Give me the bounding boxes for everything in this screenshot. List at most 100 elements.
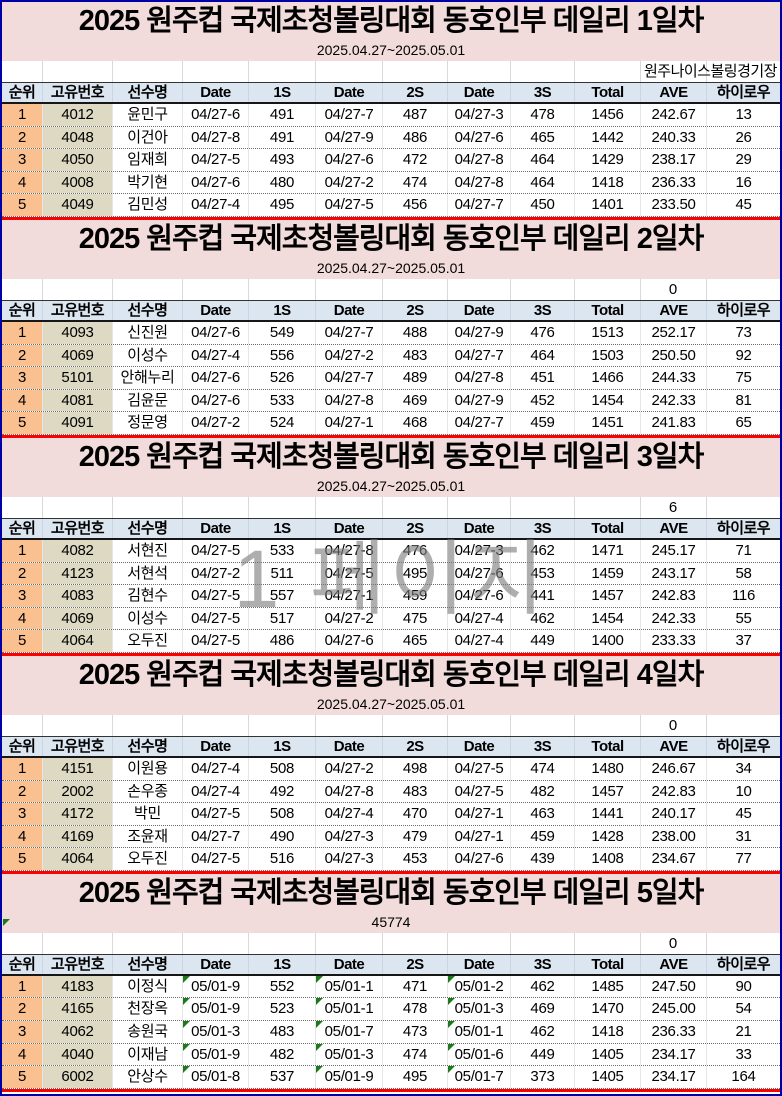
col-header-date1[interactable]: Date xyxy=(182,300,248,320)
col-header-total[interactable]: Total xyxy=(574,518,640,538)
empty-cell[interactable] xyxy=(510,932,574,954)
empty-cell[interactable] xyxy=(2,61,42,82)
cell-id[interactable]: 4050 xyxy=(42,149,112,171)
cell-1s[interactable]: 508 xyxy=(248,757,315,780)
empty-cell[interactable] xyxy=(382,496,447,518)
cell-total[interactable]: 1513 xyxy=(574,321,640,344)
col-header-date3[interactable]: Date xyxy=(447,736,510,756)
cell-highlow[interactable]: 55 xyxy=(706,607,780,630)
cell-1s[interactable]: 491 xyxy=(248,104,315,126)
cell-2s[interactable]: 475 xyxy=(382,607,447,630)
section-title[interactable]: 2025 원주컵 국제초청볼링대회 동호인부 데일리 5일차 xyxy=(2,873,780,912)
cell-date2[interactable]: 04/27-2 xyxy=(315,171,382,194)
cell-ave[interactable]: 236.33 xyxy=(640,1021,706,1043)
cell-name[interactable]: 김윤문 xyxy=(112,389,182,412)
col-header-highlow[interactable]: 하이로우 xyxy=(706,954,780,974)
col-header-date1[interactable]: Date xyxy=(182,518,248,538)
col-header-1s[interactable]: 1S xyxy=(248,954,315,974)
cell-rank[interactable]: 1 xyxy=(2,539,42,562)
col-header-2s[interactable]: 2S xyxy=(382,83,447,102)
cell-date1[interactable]: 04/27-6 xyxy=(182,389,248,412)
cell-id[interactable]: 4183 xyxy=(42,975,112,998)
col-header-id[interactable]: 고유번호 xyxy=(42,736,112,756)
cell-3s[interactable]: 465 xyxy=(510,126,574,149)
cell-highlow[interactable]: 58 xyxy=(706,562,780,585)
cell-ave[interactable]: 246.67 xyxy=(640,757,706,780)
cell-total[interactable]: 1428 xyxy=(574,825,640,848)
cell-ave[interactable]: 233.33 xyxy=(640,630,706,652)
cell-total[interactable]: 1459 xyxy=(574,562,640,585)
col-header-highlow[interactable]: 하이로우 xyxy=(706,736,780,756)
cell-name[interactable]: 송원국 xyxy=(112,1021,182,1043)
cell-rank[interactable]: 4 xyxy=(2,607,42,630)
cell-1s[interactable]: 508 xyxy=(248,803,315,825)
cell-date1[interactable]: 04/27-6 xyxy=(182,367,248,389)
cell-date1[interactable]: 04/27-5 xyxy=(182,630,248,652)
cell-2s[interactable]: 453 xyxy=(382,848,447,870)
cell-date1[interactable]: 04/27-6 xyxy=(182,321,248,344)
cell-total[interactable]: 1466 xyxy=(574,367,640,389)
cell-name[interactable]: 이원용 xyxy=(112,757,182,780)
cell-highlow[interactable]: 75 xyxy=(706,367,780,389)
cell-date3[interactable]: 05/01-6 xyxy=(447,1043,510,1066)
cell-2s[interactable]: 495 xyxy=(382,1066,447,1088)
cell-date3[interactable]: 04/27-4 xyxy=(447,630,510,652)
cell-date1[interactable]: 04/27-4 xyxy=(182,344,248,367)
cell-1s[interactable]: 526 xyxy=(248,367,315,389)
empty-cell[interactable] xyxy=(182,61,248,82)
cell-total[interactable]: 1503 xyxy=(574,344,640,367)
cell-highlow[interactable]: 31 xyxy=(706,825,780,848)
cell-ave[interactable]: 234.67 xyxy=(640,848,706,870)
cell-highlow[interactable]: 81 xyxy=(706,389,780,412)
cell-date3[interactable]: 04/27-7 xyxy=(447,194,510,216)
cell-id[interactable]: 4008 xyxy=(42,171,112,194)
col-header-date2[interactable]: Date xyxy=(315,518,382,538)
cell-date1[interactable]: 04/27-6 xyxy=(182,171,248,194)
cell-date2[interactable]: 05/01-1 xyxy=(315,998,382,1021)
col-header-date3[interactable]: Date xyxy=(447,83,510,102)
cell-2s[interactable]: 487 xyxy=(382,104,447,126)
cell-highlow[interactable]: 26 xyxy=(706,126,780,149)
col-header-3s[interactable]: 3S xyxy=(510,83,574,102)
col-header-name[interactable]: 선수명 xyxy=(112,954,182,974)
cell-date3[interactable]: 04/27-5 xyxy=(447,780,510,803)
cell-ave[interactable]: 250.50 xyxy=(640,344,706,367)
empty-cell[interactable] xyxy=(510,278,574,300)
col-header-highlow[interactable]: 하이로우 xyxy=(706,300,780,320)
empty-cell[interactable] xyxy=(640,61,706,82)
col-header-1s[interactable]: 1S xyxy=(248,736,315,756)
cell-3s[interactable]: 449 xyxy=(510,1043,574,1066)
cell-3s[interactable]: 462 xyxy=(510,975,574,998)
cell-date2[interactable]: 04/27-4 xyxy=(315,803,382,825)
cell-ave[interactable]: 236.33 xyxy=(640,171,706,194)
col-header-rank[interactable]: 순위 xyxy=(8,301,36,319)
cell-rank[interactable]: 5 xyxy=(2,1066,42,1088)
cell-highlow[interactable]: 29 xyxy=(706,149,780,171)
cell-rank[interactable]: 4 xyxy=(2,825,42,848)
col-header-date2[interactable]: Date xyxy=(315,300,382,320)
cell-3s[interactable]: 462 xyxy=(510,607,574,630)
cell-id[interactable]: 4093 xyxy=(42,321,112,344)
empty-cell[interactable] xyxy=(112,61,182,82)
cell-total[interactable]: 1456 xyxy=(574,104,640,126)
section-subtitle[interactable]: 2025.04.27~2025.05.01 xyxy=(2,257,780,279)
cell-total[interactable]: 1441 xyxy=(574,803,640,825)
cell-highlow[interactable]: 73 xyxy=(706,321,780,344)
cell-name[interactable]: 이성수 xyxy=(112,344,182,367)
cell-date2[interactable]: 05/01-7 xyxy=(315,1021,382,1043)
cell-date3[interactable]: 04/27-3 xyxy=(447,539,510,562)
cell-1s[interactable]: 524 xyxy=(248,412,315,434)
col-header-ave[interactable]: AVE xyxy=(640,83,706,102)
cell-date3[interactable]: 05/01-7 xyxy=(447,1066,510,1088)
cell-name[interactable]: 김민성 xyxy=(112,194,182,216)
cell-date3[interactable]: 04/27-1 xyxy=(447,825,510,848)
empty-cell[interactable] xyxy=(447,61,510,82)
cell-id[interactable]: 4012 xyxy=(42,104,112,126)
cell-3s[interactable]: 459 xyxy=(510,412,574,434)
cell-id[interactable]: 2002 xyxy=(42,780,112,803)
cell-date1[interactable]: 04/27-5 xyxy=(182,848,248,870)
cell-ave[interactable]: 233.50 xyxy=(640,194,706,216)
empty-cell[interactable] xyxy=(2,933,42,954)
empty-cell[interactable] xyxy=(248,278,315,300)
cell-date3[interactable]: 05/01-3 xyxy=(447,998,510,1021)
